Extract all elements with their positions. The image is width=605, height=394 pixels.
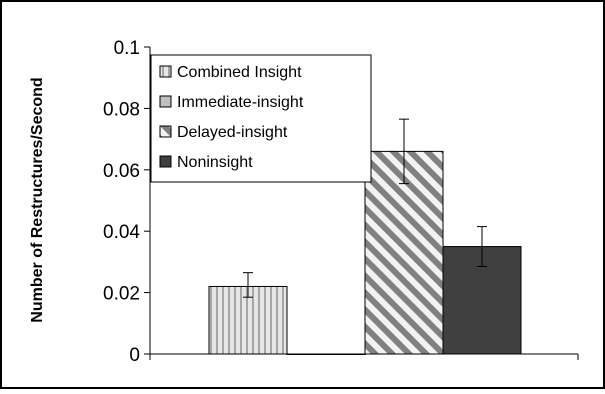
y-tick-label: 0.02 [103,284,140,305]
bars [208,150,522,355]
y-axis-label: Number of Restructures/Second [29,77,46,322]
bar [286,353,366,355]
legend-box [150,54,372,183]
bar [364,150,444,355]
legend-swatch [159,155,172,168]
legend: Combined Insight Immediate-insight Delayed… [150,54,372,183]
legend-swatch [159,65,172,78]
y-tick-label: 0 [129,345,140,366]
error-bars [243,118,487,298]
y-tick-label: 0.1 [114,38,140,59]
legend-label: Delayed-insight [177,124,288,141]
legend-label: Noninsight [177,154,253,171]
legend-label: Immediate-insight [177,94,304,111]
y-ticks: 0 0.02 0.04 0.06 0.08 0.1 [103,38,150,366]
legend-label: Combined Insight [177,64,302,81]
y-tick-label: 0.04 [103,222,140,243]
bar [208,285,288,355]
y-tick-label: 0.06 [103,161,140,182]
legend-swatch [159,125,172,138]
legend-swatch [159,95,172,108]
y-tick-label: 0.08 [103,99,140,120]
